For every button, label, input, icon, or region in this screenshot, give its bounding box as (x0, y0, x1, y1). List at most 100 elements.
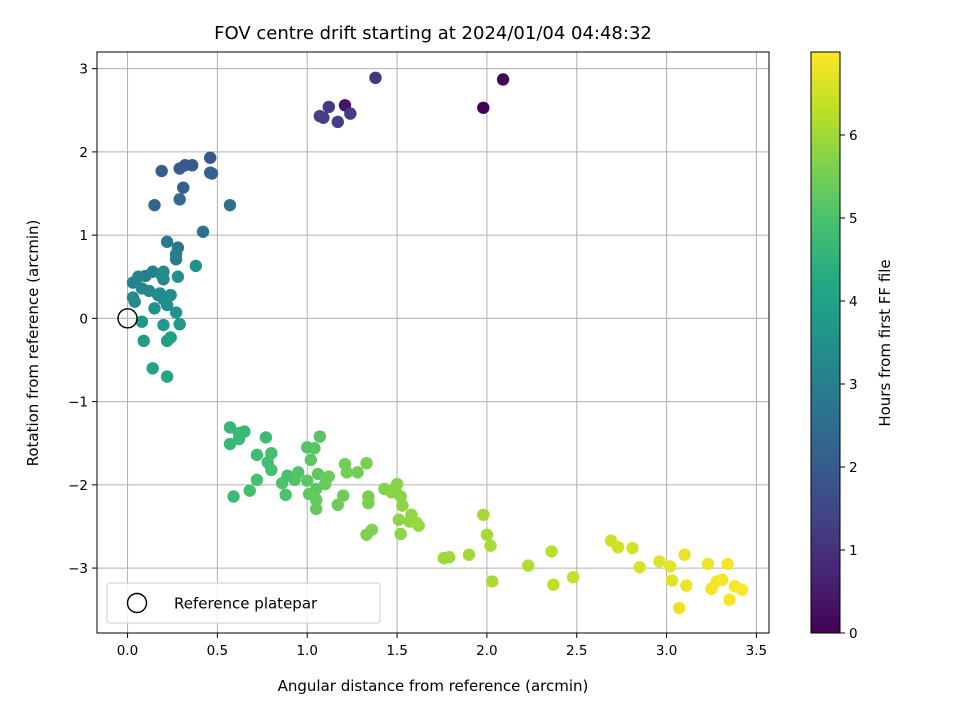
x-tick-label: 1.5 (386, 643, 407, 659)
colorbar-bar (810, 51, 841, 634)
data-point (633, 561, 646, 574)
data-point (392, 513, 406, 526)
data-point (173, 317, 186, 331)
data-point (250, 448, 264, 462)
data-point (566, 571, 580, 584)
data-point (322, 470, 335, 483)
data-point (153, 287, 167, 300)
data-point (311, 467, 325, 481)
data-point (442, 551, 456, 564)
data-point (545, 545, 558, 558)
data-point (360, 456, 373, 470)
colorbar-ticks: 0 1 2 3 4 5 6 (840, 128, 858, 642)
data-point (304, 453, 318, 467)
x-axis-ticks: 0.0 0.5 1.0 1.5 2.0 2.5 3.0 3.5 (117, 633, 767, 659)
data-point (155, 268, 168, 282)
data-point (310, 493, 323, 507)
chart-title: FOV centre drift starting at 2024/01/04 … (214, 23, 652, 44)
data-point (148, 198, 161, 212)
data-point (232, 432, 246, 446)
data-point (678, 548, 691, 561)
data-point (723, 593, 736, 606)
data-point (259, 431, 273, 444)
data-point (344, 107, 357, 120)
colorbar-label: Hours from first FF file (876, 259, 894, 426)
data-point (735, 583, 749, 596)
x-tick-label: 3.5 (746, 643, 767, 659)
data-point (223, 198, 237, 212)
data-point (160, 370, 174, 383)
data-point (160, 334, 174, 348)
y-tick-label: 2 (79, 145, 88, 161)
legend-reference-label: Reference platepar (174, 595, 318, 613)
x-tick-label: 1.0 (296, 643, 317, 659)
data-points (126, 71, 749, 615)
y-axis-label: Rotation from reference (arcmin) (24, 220, 42, 467)
colorbar-tick-label: 1 (849, 543, 858, 559)
colorbar-tick-label: 6 (849, 128, 858, 144)
data-point (522, 559, 535, 572)
data-point (126, 276, 140, 289)
y-tick-label: 0 (79, 311, 88, 327)
data-point (680, 579, 693, 592)
data-point (396, 499, 409, 512)
y-tick-label: −3 (68, 561, 88, 577)
data-point (275, 476, 289, 490)
data-point (486, 575, 499, 588)
data-point (663, 560, 677, 573)
data-point (477, 508, 490, 522)
data-point (308, 442, 321, 455)
data-point (310, 502, 323, 516)
grid-lines (97, 52, 769, 633)
data-point (701, 557, 715, 571)
data-point (148, 302, 161, 315)
data-point (340, 466, 353, 479)
data-point (322, 100, 335, 114)
data-point (369, 71, 382, 85)
data-point (171, 270, 185, 283)
data-point (716, 573, 729, 586)
data-point (301, 474, 314, 487)
colorbar-tick-label: 3 (849, 377, 858, 393)
data-point (672, 601, 686, 615)
data-point (169, 306, 183, 319)
data-point (611, 541, 625, 554)
reference-marker (117, 308, 138, 329)
data-point (160, 235, 174, 248)
y-tick-label: 3 (79, 62, 88, 78)
x-tick-label: 0.0 (117, 643, 138, 659)
data-point (227, 490, 240, 503)
data-point (721, 557, 734, 571)
data-point (462, 548, 476, 561)
data-point (157, 318, 170, 332)
y-tick-label: −2 (68, 478, 88, 494)
x-tick-label: 2.5 (566, 643, 587, 659)
x-tick-label: 3.0 (656, 643, 677, 659)
data-point (313, 109, 327, 123)
data-point (665, 574, 679, 587)
data-point (351, 466, 364, 479)
data-point (203, 151, 217, 164)
colorbar-tick-label: 5 (849, 211, 858, 227)
data-point (243, 484, 256, 497)
data-point (313, 430, 327, 443)
data-point (196, 225, 210, 238)
data-point (331, 498, 344, 512)
data-point (480, 528, 494, 541)
data-point (135, 315, 149, 328)
y-axis-ticks: −3 −2 −1 0 1 2 3 (68, 62, 97, 577)
data-point (169, 248, 183, 261)
colorbar-tick-label: 4 (849, 294, 858, 310)
data-point (250, 473, 264, 487)
data-point (412, 519, 425, 532)
data-point (484, 539, 497, 552)
data-point (477, 101, 490, 114)
data-point (128, 295, 141, 308)
plot-frame (96, 51, 770, 634)
data-point (390, 477, 404, 491)
x-tick-label: 0.5 (207, 643, 228, 659)
data-point (155, 164, 168, 178)
data-point (362, 496, 375, 510)
legend-reference-marker (126, 592, 148, 614)
